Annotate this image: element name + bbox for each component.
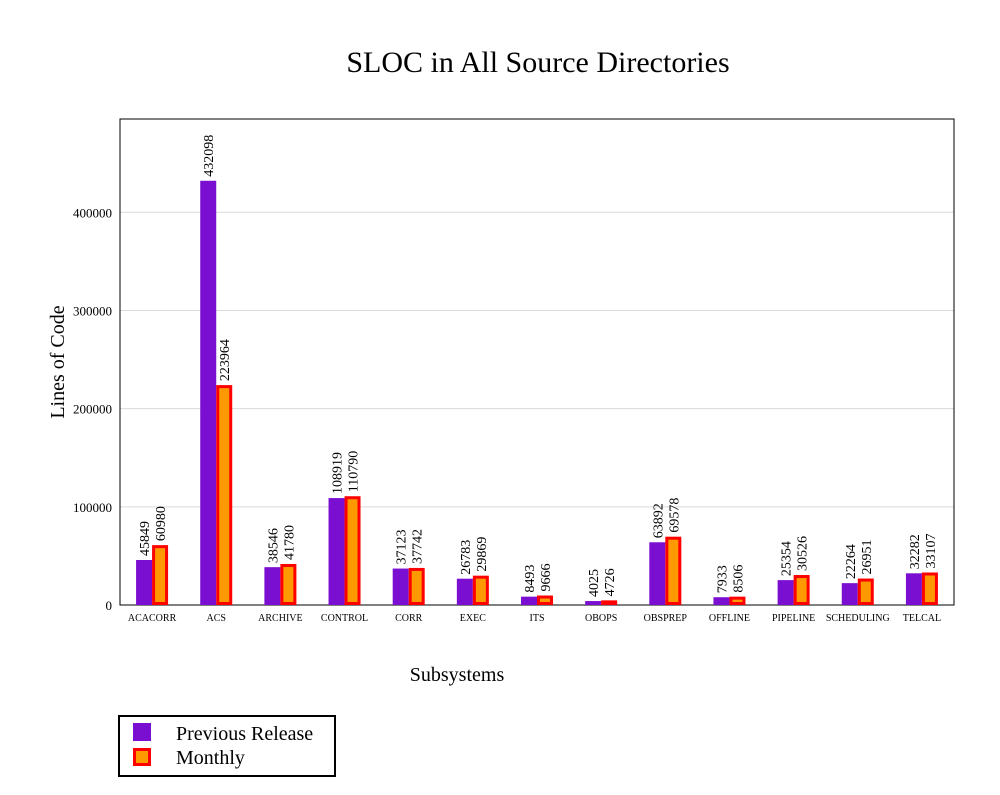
x-category-label: EXEC bbox=[460, 613, 486, 624]
bar-previous-release bbox=[392, 568, 409, 605]
bar-monthly bbox=[537, 595, 553, 606]
bar-monthly bbox=[857, 578, 874, 605]
bar-monthly bbox=[152, 545, 169, 605]
bar-monthly bbox=[601, 600, 618, 605]
plot-frame bbox=[119, 118, 955, 606]
data-label-monthly: 4726 bbox=[603, 568, 618, 596]
x-category-label: ACACORR bbox=[128, 613, 177, 624]
data-label-monthly: 223964 bbox=[218, 339, 233, 381]
data-label-previous-release: 63892 bbox=[651, 503, 666, 538]
data-label-previous-release: 432098 bbox=[202, 135, 217, 177]
data-label-monthly: 110790 bbox=[347, 451, 362, 492]
bar-previous-release bbox=[841, 583, 858, 605]
legend-swatch-previous-release bbox=[133, 723, 151, 741]
legend-swatch-monthly bbox=[133, 748, 151, 766]
bar-previous-release bbox=[136, 559, 153, 605]
chart-title: SLOC in All Source Directories bbox=[346, 46, 729, 79]
data-label-monthly: 30526 bbox=[796, 536, 811, 571]
data-label-previous-release: 25354 bbox=[780, 541, 795, 576]
y-tick-label: 300000 bbox=[73, 303, 112, 318]
bar-previous-release bbox=[777, 580, 794, 605]
bar-monthly bbox=[793, 575, 810, 605]
data-label-previous-release: 8493 bbox=[523, 565, 538, 593]
x-category-label: ACS bbox=[207, 613, 226, 624]
bar-previous-release bbox=[905, 573, 922, 605]
bar-monthly bbox=[472, 575, 489, 605]
bars: 45849 60980 432098 223964 38546 41780 108919 11… bbox=[136, 135, 939, 606]
data-label-previous-release: 4025 bbox=[587, 569, 602, 597]
data-label-monthly: 29869 bbox=[475, 537, 490, 572]
data-label-monthly: 37742 bbox=[411, 529, 426, 564]
data-label-previous-release: 45849 bbox=[138, 521, 153, 556]
x-category-label: OBOPS bbox=[585, 613, 617, 624]
data-label-previous-release: 26783 bbox=[459, 540, 474, 575]
data-label-monthly: 69578 bbox=[667, 498, 682, 533]
x-category-label: ARCHIVE bbox=[258, 613, 302, 624]
grid-lines bbox=[120, 211, 954, 508]
bar-previous-release bbox=[649, 542, 666, 605]
data-label-previous-release: 32282 bbox=[908, 534, 923, 569]
data-label-previous-release: 37123 bbox=[395, 530, 410, 565]
y-axis-title: Lines of Code bbox=[47, 305, 69, 418]
x-axis-title: Subsystems bbox=[410, 664, 505, 686]
data-label-monthly: 41780 bbox=[282, 525, 297, 560]
y-tick-label: 400000 bbox=[73, 205, 112, 220]
x-category-label: PIPELINE bbox=[772, 613, 815, 624]
data-label-monthly: 26951 bbox=[860, 540, 875, 575]
bar-monthly bbox=[665, 536, 682, 606]
data-label-previous-release: 7933 bbox=[715, 565, 730, 593]
x-category-label: CONTROL bbox=[321, 613, 368, 624]
x-category-label: OFFLINE bbox=[709, 613, 750, 624]
bar-monthly bbox=[280, 563, 297, 605]
x-category-label: CORR bbox=[395, 613, 423, 624]
bar-monthly bbox=[729, 596, 746, 606]
x-category-label: ITS bbox=[530, 613, 545, 624]
bar-previous-release bbox=[456, 578, 473, 605]
bar-monthly bbox=[216, 385, 233, 605]
data-label-monthly: 8506 bbox=[731, 565, 746, 593]
legend-label-previous-release: Previous Release bbox=[176, 723, 313, 745]
bar-monthly bbox=[408, 567, 425, 605]
legend-label-monthly: Monthly bbox=[176, 747, 245, 769]
data-label-monthly: 60980 bbox=[154, 506, 169, 541]
bar-previous-release bbox=[264, 567, 281, 605]
x-category-label: TELCAL bbox=[903, 613, 941, 624]
x-axis-categories: ACACORR ACS ARCHIVE CONTROL CORR EXEC ITS OBOPS… bbox=[128, 613, 941, 624]
y-tick-label: 100000 bbox=[73, 500, 112, 515]
data-label-previous-release: 108919 bbox=[331, 452, 346, 494]
legend-box bbox=[118, 715, 336, 777]
x-category-label: SCHEDULING bbox=[826, 613, 890, 624]
bar-monthly bbox=[921, 572, 938, 605]
bar-previous-release bbox=[328, 498, 345, 605]
x-category-label: OBSPREP bbox=[644, 613, 688, 624]
bar-previous-release bbox=[713, 597, 730, 605]
bar-previous-release bbox=[521, 596, 537, 605]
bar-previous-release bbox=[200, 180, 217, 605]
data-label-monthly: 33107 bbox=[924, 533, 939, 568]
y-tick-label: 0 bbox=[106, 598, 113, 613]
data-label-monthly: 9666 bbox=[539, 564, 554, 592]
bar-monthly bbox=[344, 496, 361, 605]
y-axis-ticks: 0 100000 200000 300000 400000 bbox=[73, 205, 112, 613]
data-label-previous-release: 22264 bbox=[844, 544, 859, 579]
data-label-previous-release: 38546 bbox=[266, 528, 281, 563]
bar-previous-release bbox=[585, 601, 602, 605]
y-tick-label: 200000 bbox=[73, 402, 112, 417]
